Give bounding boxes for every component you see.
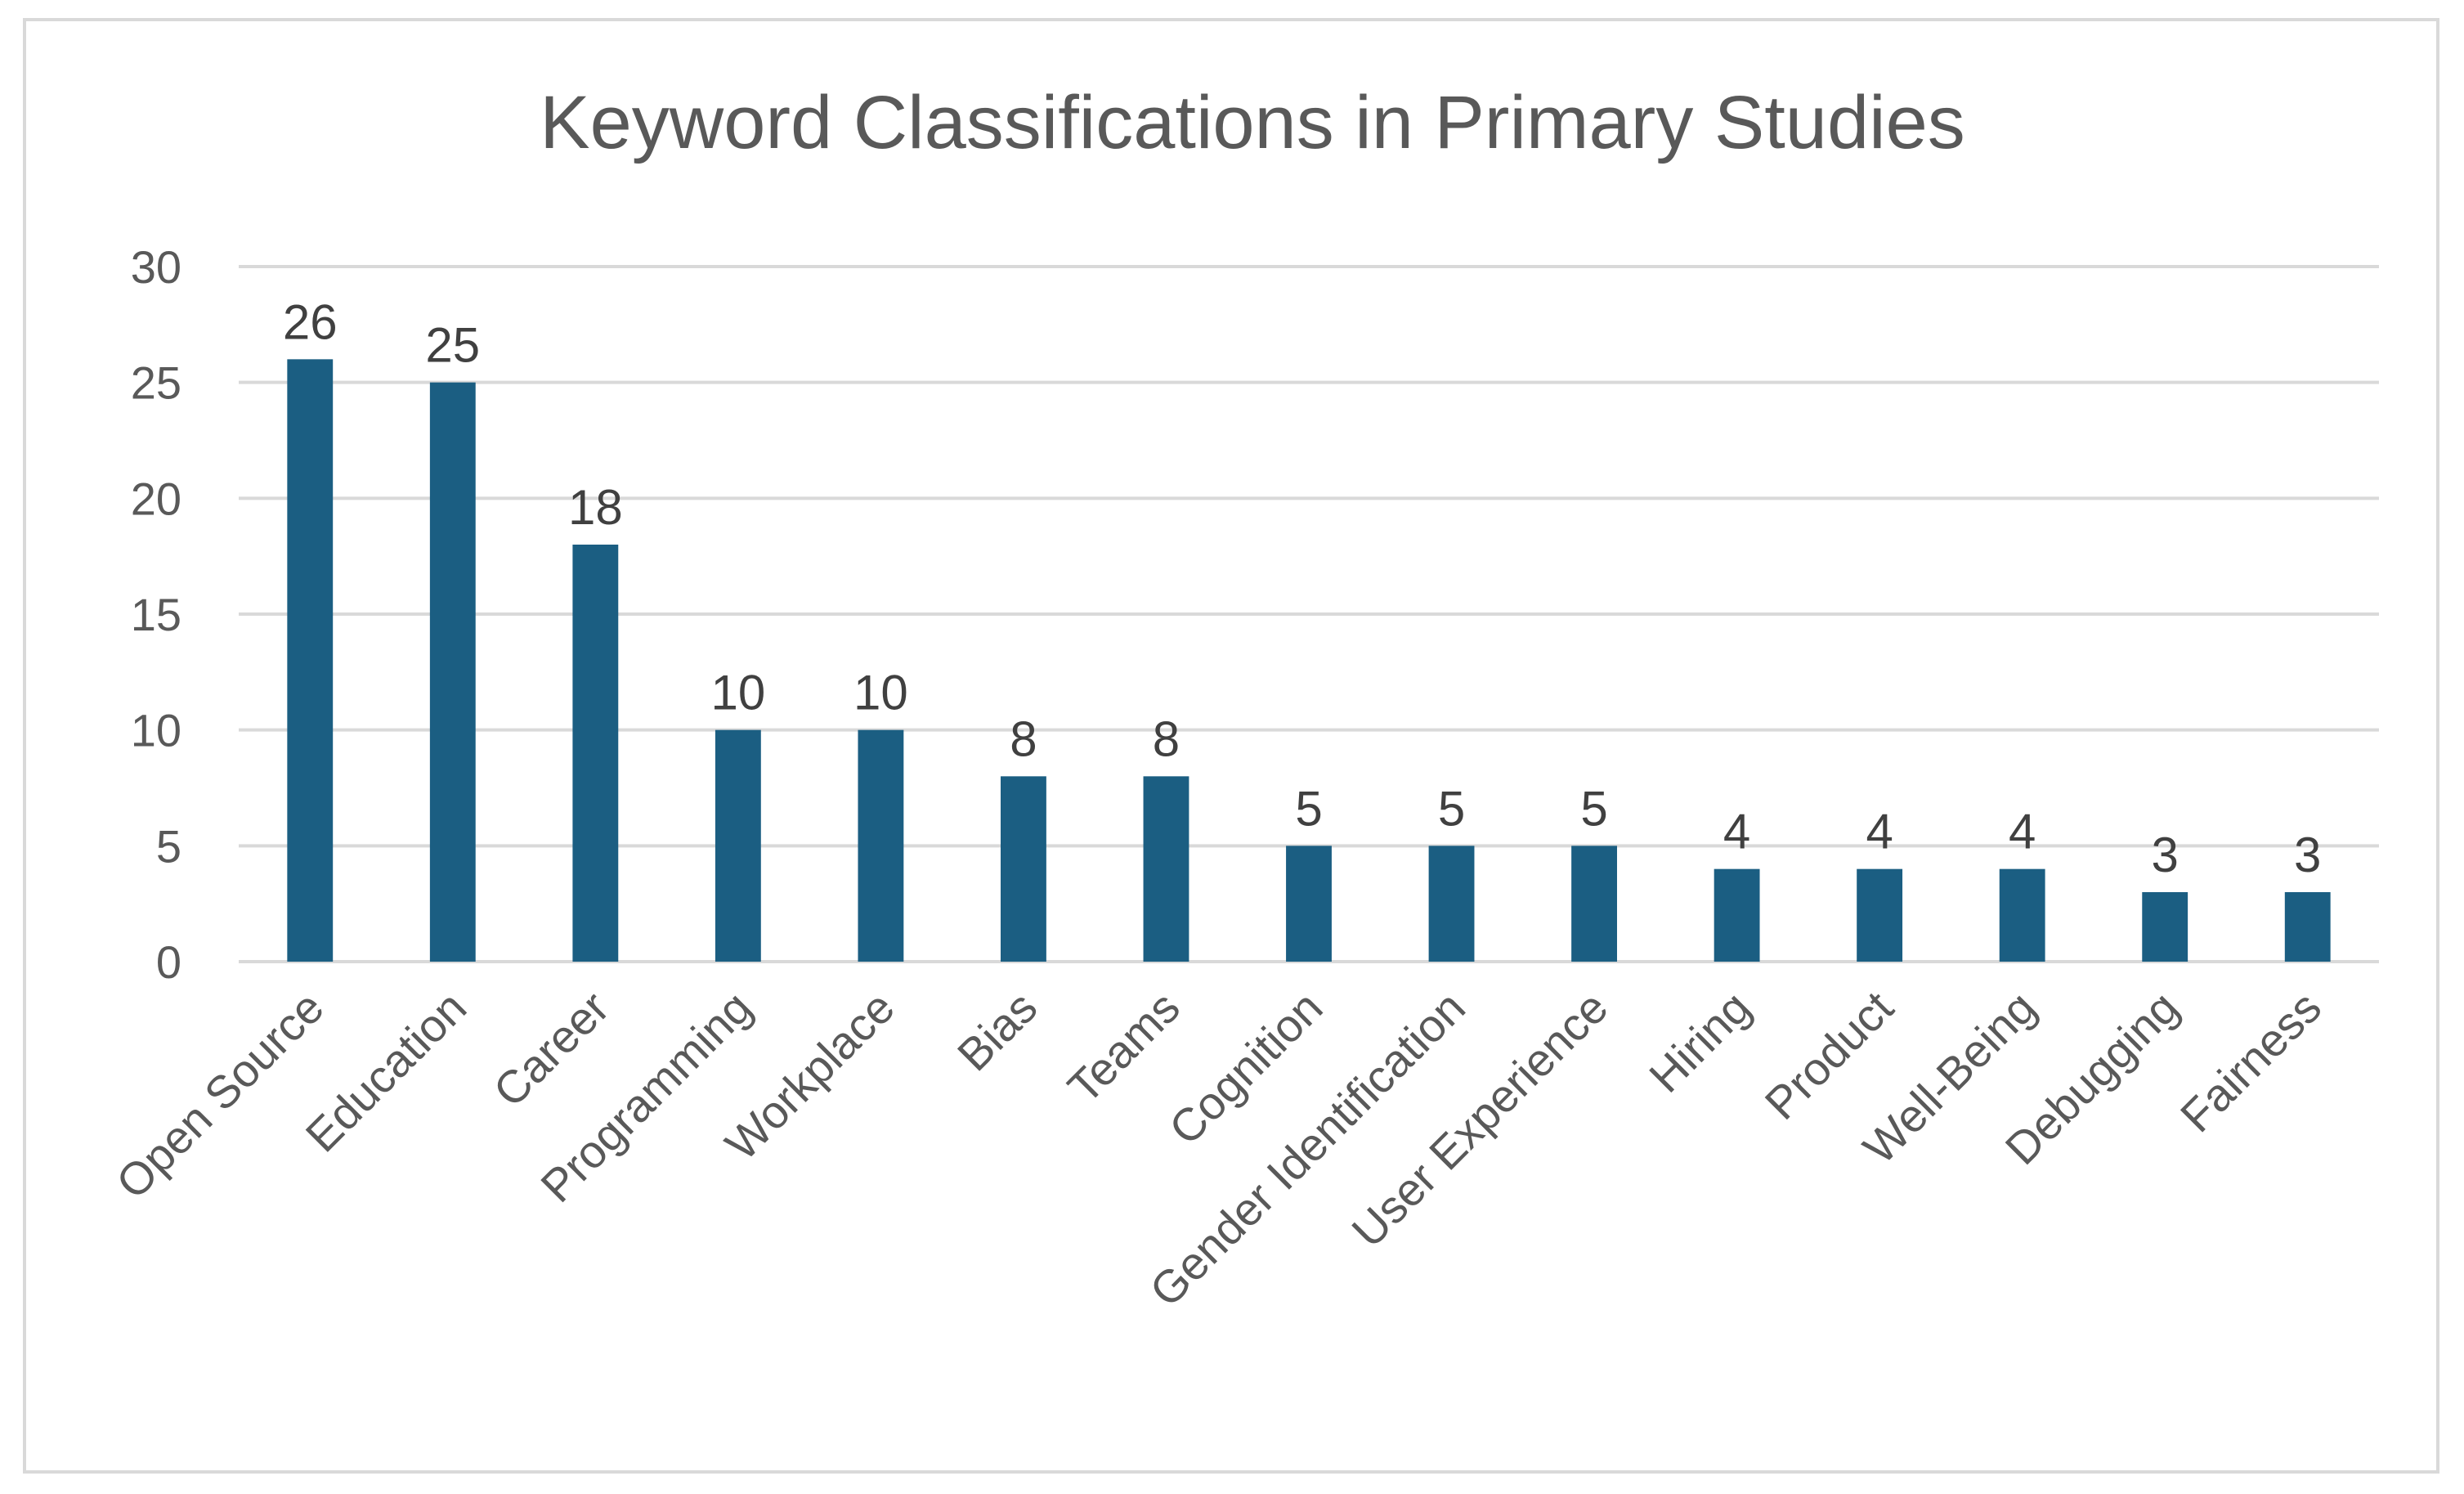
category-label: Bias bbox=[948, 981, 1047, 1081]
category-label: Teams bbox=[1058, 981, 1189, 1113]
y-tick-label: 20 bbox=[131, 473, 181, 524]
data-label: 25 bbox=[425, 318, 480, 373]
bar bbox=[1714, 868, 1760, 962]
bar bbox=[1143, 776, 1189, 962]
data-label: 5 bbox=[1295, 781, 1322, 836]
y-tick-label: 5 bbox=[156, 820, 181, 872]
y-tick-label: 30 bbox=[131, 241, 181, 293]
data-label: 18 bbox=[568, 480, 623, 535]
bar bbox=[2142, 892, 2188, 962]
category-label: Open Source bbox=[106, 981, 334, 1209]
bar bbox=[1286, 846, 1332, 962]
chart-title: Keyword Classifications in Primary Studi… bbox=[540, 81, 1965, 164]
category-label: Product bbox=[1755, 981, 1903, 1129]
category-label: User Experience bbox=[1342, 981, 1617, 1257]
data-labels: 26 25 18 10 10 8 8 5 5 5 4 4 4 3 3 bbox=[283, 294, 2322, 882]
category-label: Hiring bbox=[1639, 981, 1760, 1102]
bar bbox=[1999, 868, 2045, 962]
bar bbox=[1857, 868, 1903, 962]
bar bbox=[429, 382, 476, 962]
y-tick-label: 10 bbox=[131, 705, 181, 756]
bar bbox=[715, 729, 761, 962]
y-tick-label: 0 bbox=[156, 936, 181, 988]
bar bbox=[1571, 846, 1617, 962]
bar bbox=[1001, 776, 1046, 962]
data-label: 26 bbox=[283, 294, 338, 349]
bar bbox=[2284, 892, 2331, 962]
bar bbox=[1428, 846, 1475, 962]
data-label: 4 bbox=[1866, 805, 1893, 859]
bar bbox=[287, 359, 334, 962]
bar bbox=[858, 729, 904, 962]
category-label: Career bbox=[483, 981, 619, 1117]
data-label: 5 bbox=[1580, 781, 1607, 836]
data-label: 10 bbox=[853, 666, 908, 720]
bar bbox=[572, 545, 619, 962]
data-label: 10 bbox=[710, 666, 765, 720]
y-tick-label: 15 bbox=[131, 589, 181, 640]
y-axis-ticks: 0 5 10 15 20 25 30 bbox=[131, 241, 181, 988]
y-tick-label: 25 bbox=[131, 357, 181, 409]
data-label: 3 bbox=[2294, 828, 2321, 882]
bar-chart: Keyword Classifications in Primary Studi… bbox=[106, 81, 2379, 1317]
data-label: 3 bbox=[2152, 828, 2179, 882]
data-label: 5 bbox=[1438, 781, 1465, 836]
chart-frame: Keyword Classifications in Primary Studi… bbox=[23, 18, 2439, 1474]
bars bbox=[287, 359, 2331, 962]
data-label: 4 bbox=[2009, 805, 2036, 859]
data-label: 8 bbox=[1010, 711, 1037, 766]
data-label: 8 bbox=[1153, 711, 1180, 766]
category-label: Fairness bbox=[2171, 981, 2331, 1142]
data-label: 4 bbox=[1723, 805, 1750, 859]
